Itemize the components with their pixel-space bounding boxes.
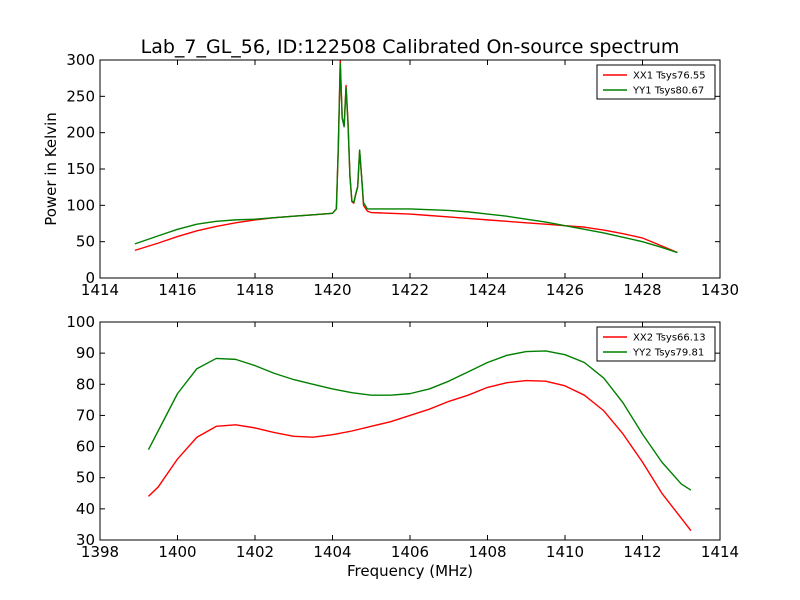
subplot-1: 1414 1416 1418 1420 1422 1424 1426 1428 1430 0 50 1… <box>42 51 739 299</box>
x-tick-label: 1418 <box>236 281 274 299</box>
x-tick-label: 1430 <box>701 281 739 299</box>
series-line-yy <box>134 62 678 254</box>
y-tick-label: 50 <box>76 469 95 487</box>
x-tick-label: 1404 <box>313 543 351 561</box>
y-tick-label: 40 <box>76 500 95 518</box>
y-tick-label: 100 <box>66 196 95 214</box>
x-tick-label: 1400 <box>158 543 196 561</box>
x-tick-label: 1408 <box>468 543 506 561</box>
x-tick-label: 1412 <box>623 543 661 561</box>
series-line-xx <box>134 60 678 254</box>
y-tick-label: 250 <box>66 87 95 105</box>
x-axis-label: Frequency (MHz) <box>347 562 473 580</box>
y-tick-label: 70 <box>76 406 95 424</box>
x-tick-label: 1402 <box>236 543 274 561</box>
y-tick-label: 200 <box>66 124 95 142</box>
x-tick-label: 1416 <box>158 281 196 299</box>
legend-label: XX2 Tsys66.13 <box>633 333 706 344</box>
x-tick-label: 1398 <box>81 543 119 561</box>
legend-label: YY1 Tsys80.67 <box>632 86 704 97</box>
y-tick-label: 90 <box>76 344 95 362</box>
y-tick-label: 300 <box>66 51 95 69</box>
x-tick-label: 1426 <box>546 281 584 299</box>
y-axis-label: Power in Kelvin <box>42 112 60 226</box>
legend-box <box>596 64 716 100</box>
y-tick-label: 80 <box>76 375 95 393</box>
x-tick-label: 1410 <box>546 543 584 561</box>
y-tick-label: 100 <box>66 313 95 331</box>
legend: XX1 Tsys76.55 YY1 Tsys80.67 <box>596 64 716 100</box>
subplot-2: 1398 1400 1402 1404 1406 1408 1410 1412 1414 30 40… <box>66 313 739 580</box>
legend-label: YY2 Tsys79.81 <box>632 348 704 359</box>
legend-box <box>596 326 716 362</box>
x-tick-label: 1424 <box>468 281 506 299</box>
legend: XX2 Tsys66.13 YY2 Tsys79.81 <box>596 326 716 362</box>
y-tick-label: 150 <box>66 160 95 178</box>
y-tick-label: 50 <box>76 233 95 251</box>
series-line-xx <box>147 379 692 532</box>
y-tick-label: 60 <box>76 438 95 456</box>
figure-title: Lab_7_GL_56, ID:122508 Calibrated On-sou… <box>141 36 680 58</box>
x-tick-label: 1422 <box>391 281 429 299</box>
x-tick-label: 1428 <box>623 281 661 299</box>
y-tick-label: 30 <box>76 531 95 549</box>
x-tick-label: 1414 <box>81 281 119 299</box>
series-line-yy <box>147 350 692 491</box>
legend-label: XX1 Tsys76.55 <box>633 71 706 82</box>
x-tick-label: 1414 <box>701 543 739 561</box>
x-tick-label: 1406 <box>391 543 429 561</box>
x-tick-label: 1420 <box>313 281 351 299</box>
y-tick-label: 0 <box>85 269 95 287</box>
